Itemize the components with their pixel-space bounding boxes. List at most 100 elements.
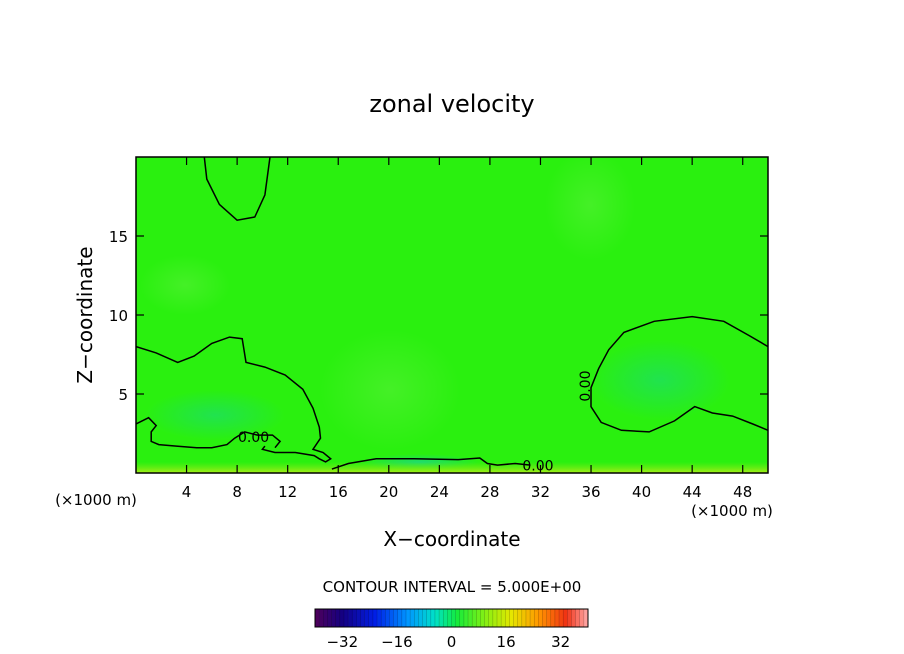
x-tick-label: 16 xyxy=(329,483,348,501)
colorbar-swatch xyxy=(575,609,581,627)
colorbar-swatch xyxy=(447,609,452,627)
colorbar-swatch xyxy=(331,609,336,627)
y-axis: 5 10 15 xyxy=(109,228,768,404)
y-tick-label: 15 xyxy=(109,228,128,246)
y-tick-label: 5 xyxy=(118,386,128,404)
colorbar-swatch xyxy=(418,609,423,627)
colorbar-swatch xyxy=(352,609,357,627)
colorbar-swatch xyxy=(368,609,374,627)
x-tick-label: 32 xyxy=(531,483,550,501)
colorbar-swatch xyxy=(381,609,386,627)
colorbar-swatch xyxy=(509,609,514,627)
colorbar-swatch xyxy=(356,609,361,627)
colorbar-swatch xyxy=(443,609,448,627)
zero-contour-line xyxy=(590,315,768,433)
colorbar-swatch xyxy=(480,609,485,627)
colorbar-swatch xyxy=(319,609,324,627)
x-tick-label: 8 xyxy=(232,483,242,501)
field-shading-light xyxy=(320,330,460,450)
x-tick-label: 48 xyxy=(733,483,752,501)
colorbar-swatch xyxy=(451,609,456,627)
field-shading-dark xyxy=(590,340,730,420)
zero-contour-line xyxy=(136,336,332,463)
y-axis-label: Z−coordinate xyxy=(73,246,97,383)
colorbar-tick-label: 32 xyxy=(551,633,570,651)
colorbar-swatch xyxy=(406,609,411,627)
colorbar-swatch xyxy=(372,609,378,627)
contour-label: 0.00 xyxy=(578,371,594,402)
colorbar-swatch xyxy=(476,609,481,627)
x-tick-label: 40 xyxy=(632,483,651,501)
colorbar-swatch xyxy=(530,609,535,627)
colorbar-swatch xyxy=(484,609,490,627)
colorbar-tick-label: −16 xyxy=(381,633,413,651)
x-tick-label: 12 xyxy=(278,483,297,501)
colorbar-swatch xyxy=(567,609,572,627)
zero-contour-line xyxy=(203,157,271,222)
colorbar-swatch xyxy=(393,609,399,627)
y-tick-label: 10 xyxy=(109,307,128,325)
colorbar-swatch xyxy=(468,609,473,627)
colorbar-tick-label: 0 xyxy=(447,633,457,651)
colorbar-swatch xyxy=(327,609,332,627)
bottom-band xyxy=(136,462,768,473)
colorbar-swatch xyxy=(348,609,353,627)
colorbar-swatch xyxy=(497,609,502,627)
plot-area: 0.00 0.00 0.00 xyxy=(135,156,769,475)
x-unit-right: (×1000 m) xyxy=(691,502,773,520)
colorbar-tick-label: 16 xyxy=(497,633,516,651)
field-shading-light xyxy=(140,255,230,315)
colorbar-swatch xyxy=(434,609,440,627)
zero-contour-line xyxy=(331,457,531,470)
colorbar-swatch xyxy=(505,609,510,627)
colorbar-swatch xyxy=(323,609,328,627)
colorbar-swatch xyxy=(410,609,415,627)
chart-title: zonal velocity xyxy=(369,90,534,118)
colorbar-swatch xyxy=(563,609,568,627)
colorbar-swatch xyxy=(459,609,465,627)
contour-interval-text: CONTOUR INTERVAL = 5.000E+00 xyxy=(323,578,582,596)
contour-label: 0.00 xyxy=(238,430,269,446)
colorbar xyxy=(314,608,589,628)
x-axis: 4 8 12 16 20 24 28 32 36 40 44 48 xyxy=(182,157,752,501)
colorbar-swatch xyxy=(550,609,556,627)
colorbar-ticks: −32 −16 0 16 32 xyxy=(326,633,570,651)
zero-contour-line xyxy=(136,416,282,449)
colorbar-tick-label: −32 xyxy=(326,633,358,651)
colorbar-swatch xyxy=(542,609,547,627)
contour-lines xyxy=(136,157,768,470)
colorbar-swatch xyxy=(439,609,444,627)
colorbar-swatch xyxy=(389,609,394,627)
colorbar-swatch xyxy=(422,609,427,627)
colorbar-swatch xyxy=(501,609,506,627)
x-unit-left: (×1000 m) xyxy=(55,491,137,509)
field-shading xyxy=(136,157,768,473)
field-shading-light xyxy=(545,157,635,260)
x-tick-label: 44 xyxy=(683,483,702,501)
x-tick-label: 4 xyxy=(182,483,192,501)
colorbar-swatch xyxy=(546,609,552,627)
colorbar-swatch xyxy=(397,609,403,627)
colorbar-swatch xyxy=(554,609,560,627)
colorbar-frame xyxy=(314,608,589,628)
colorbar-swatch xyxy=(426,609,432,627)
colorbar-swatch xyxy=(472,609,477,627)
colorbar-swatch xyxy=(559,609,564,627)
colorbar-swatch xyxy=(385,609,390,627)
colorbar-swatch xyxy=(488,609,494,627)
colorbar-swatch xyxy=(513,609,518,627)
contour-label: 0.00 xyxy=(522,459,553,475)
colorbar-swatch xyxy=(364,609,370,627)
colorbar-swatch xyxy=(583,609,589,627)
colorbar-swatch xyxy=(335,609,341,627)
colorbar-swatch xyxy=(430,609,436,627)
x-tick-label: 24 xyxy=(430,483,449,501)
contour-labels: 0.00 0.00 0.00 xyxy=(238,371,594,475)
colorbar-swatch xyxy=(517,609,523,627)
field-shading-dark xyxy=(145,390,285,440)
colorbar-swatch xyxy=(455,609,461,627)
colorbar-swatch xyxy=(521,609,527,627)
colorbar-swatch xyxy=(492,609,498,627)
colorbar-swatch xyxy=(579,609,585,627)
